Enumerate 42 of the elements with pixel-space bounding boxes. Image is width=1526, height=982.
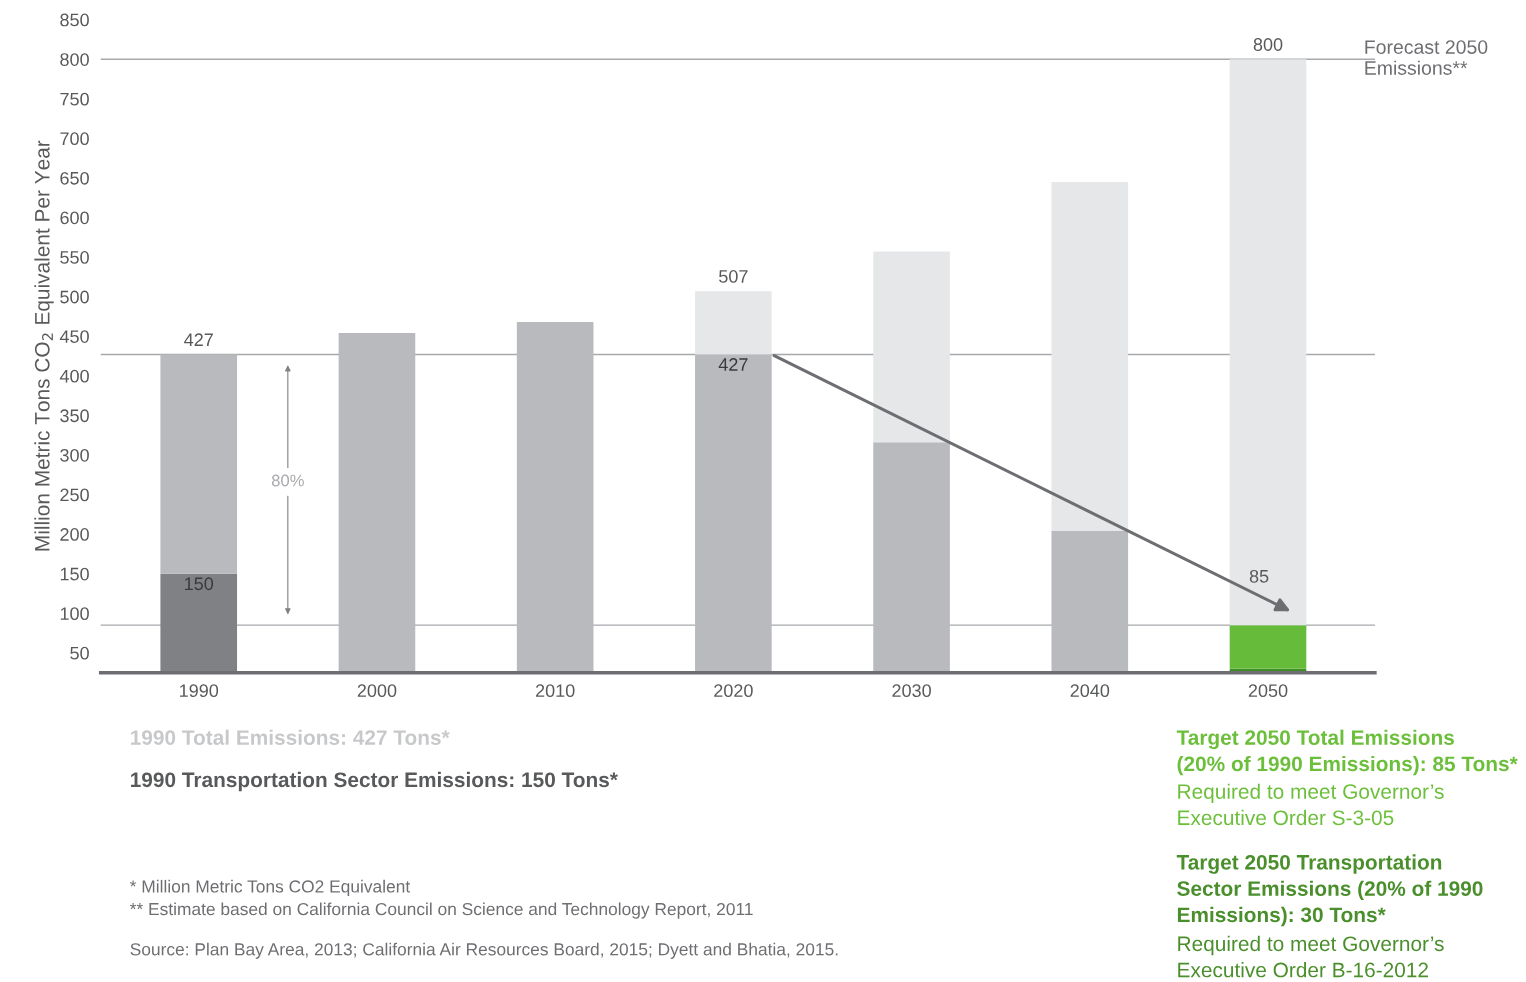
y-tick-label: 150 <box>60 567 89 581</box>
text: Required to meet Governor’s Executive Order B-16-2012 <box>1178 935 1444 978</box>
total-label: 800 <box>1253 38 1283 51</box>
x-tick-label: 2020 <box>714 684 753 698</box>
x-tick-label: 2010 <box>535 684 575 698</box>
y-tick-label: 400 <box>59 369 89 383</box>
source-note: Source: Plan Bay Area, 2013; California Air Resources Board, 2015; Dyett and Bhatia, 2015. <box>130 942 838 959</box>
y-axis-title: Million Metric Tons CO$_{2}$ Equivalent Per Year <box>34 140 54 551</box>
y-tick-label: 450 <box>59 330 89 343</box>
y-tick-label: 600 <box>60 211 89 225</box>
text: * Million Metric Tons CO2 Equivalent <box>129 879 411 897</box>
x-tick-label: 1990 <box>180 684 219 698</box>
text: Target 2050 Transportation Sector Emissions (20% of 1990 Emissions): 30 Tons* <box>1176 854 1483 927</box>
x-tick-label: 2040 <box>1070 684 1110 698</box>
text: Required to meet Governor’s Executive Order S-3-05 <box>1178 783 1444 826</box>
y-tick-label: 300 <box>60 448 89 462</box>
y-tick-label: 550 <box>60 251 89 264</box>
text: Target 2050 Total Emissions (20% of 1990 Emissions): 85 Tons* <box>1176 729 1518 776</box>
y-tick-label: 50 <box>70 646 89 660</box>
x-tick-label: 2050 <box>1248 684 1288 698</box>
text: ** Estimate based on California Council on Science and Technology Report, 2011 <box>129 902 753 919</box>
x-tick-label: 2030 <box>892 684 931 698</box>
annotation: 85 <box>1249 569 1269 583</box>
total-label: 507 <box>719 270 748 283</box>
total-label: 427 <box>184 333 213 346</box>
y-tick-label: 100 <box>60 607 89 621</box>
y-tick-label: 650 <box>60 171 89 185</box>
y-tick-label: 200 <box>60 528 89 541</box>
data-label: 150 <box>185 577 214 591</box>
y-tick-label: 700 <box>60 132 89 146</box>
y-tick-label: 850 <box>60 13 89 27</box>
x-tick-label: 2000 <box>357 684 397 698</box>
y-tick-label: 500 <box>60 290 89 304</box>
y-tick-label: 750 <box>60 92 89 106</box>
y-tick-label: 800 <box>60 53 89 66</box>
text: 1990 Total Emissions: 427 Tons* <box>131 729 450 745</box>
ref-line-label: Forecast 2050 Emissions** <box>1365 40 1488 75</box>
text: 1990 Transportation Sector Emissions: 150 Tons* <box>131 771 618 792</box>
annotation: 80% <box>271 474 304 487</box>
y-tick-label: 250 <box>60 488 89 502</box>
data-label: 427 <box>718 358 748 371</box>
y-tick-label: 350 <box>60 409 89 423</box>
